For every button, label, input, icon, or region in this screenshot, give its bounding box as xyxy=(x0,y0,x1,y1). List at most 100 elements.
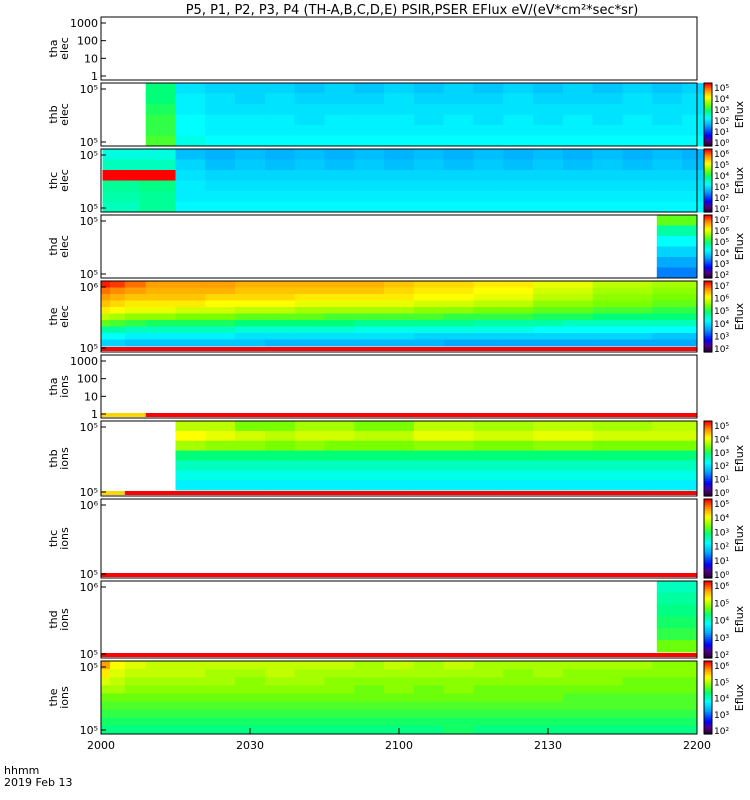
spectrogram-cell xyxy=(384,470,415,481)
spectrogram-cell xyxy=(175,725,206,735)
colorbar-label: Eflux xyxy=(733,232,746,260)
spectrogram-cell xyxy=(324,281,355,288)
spectrogram-cell xyxy=(175,480,206,491)
y-axis-label: thb xyxy=(47,105,60,123)
spectrogram-cell xyxy=(384,677,415,686)
colorbar-segment xyxy=(704,330,712,334)
colorbar-tick-label: 10³ xyxy=(714,106,729,116)
spectrogram-cell xyxy=(413,450,445,461)
spectrogram-cell xyxy=(622,313,653,321)
spectrogram-cell xyxy=(124,326,147,334)
spectrogram-cell xyxy=(562,470,594,481)
spectrogram-cell xyxy=(264,93,296,105)
spectrogram-cell xyxy=(264,661,296,670)
panels: 1000100101thaelec10⁵10⁵thbelec10⁵10⁴10³1… xyxy=(47,16,746,737)
spectrogram-cell xyxy=(354,191,385,202)
spectrogram-cell xyxy=(354,677,385,686)
spectrogram-cell xyxy=(205,93,236,105)
colorbar: 10⁵ 10⁴ 10³ 10² 10¹ 10⁰ Eflux xyxy=(703,498,746,581)
colorbar-tick-label: 10⁴ xyxy=(714,320,729,330)
spectrogram-cell xyxy=(533,470,564,481)
spectrogram-cell xyxy=(443,180,474,192)
spectrogram-cell xyxy=(473,470,504,481)
y-axis-label: thd xyxy=(47,610,60,628)
spectrogram-cell xyxy=(682,709,698,719)
spectrogram-cell xyxy=(324,191,355,202)
spectrogram-cell xyxy=(101,287,111,295)
spectrogram-cell xyxy=(235,339,266,347)
spectrogram-cell xyxy=(562,83,594,94)
spectrogram-cell xyxy=(473,693,504,702)
spectrogram-cell xyxy=(175,693,206,702)
colorbar-segment xyxy=(704,109,712,112)
colorbar-tick-label: 10⁷ xyxy=(714,282,729,292)
spectrogram-cell xyxy=(443,430,474,442)
spectrogram-cell xyxy=(264,313,296,321)
colorbar-segment xyxy=(704,668,712,671)
spectrogram-cell xyxy=(384,135,415,147)
spectrogram-cell xyxy=(443,191,474,202)
spectrogram-cell xyxy=(592,83,623,94)
spectrogram-cell xyxy=(473,326,504,334)
spectrogram-cell xyxy=(592,191,623,202)
colorbar-segment xyxy=(704,327,712,330)
spectrogram-cell xyxy=(294,430,325,442)
spectrogram-cell xyxy=(533,480,564,491)
spectrogram-cell xyxy=(622,159,653,171)
spectrogram-cell xyxy=(354,470,385,481)
spectrogram-cell xyxy=(592,326,623,334)
colorbar-tick-label: 10² xyxy=(714,462,729,472)
spectrogram-cell xyxy=(503,287,534,295)
x-tick-label: 2000 xyxy=(87,739,115,752)
colorbar-segment xyxy=(704,155,712,158)
spectrogram-cell xyxy=(124,300,147,308)
colorbar-segment xyxy=(704,650,712,653)
spectrogram-cell xyxy=(294,170,325,181)
colorbar-segment xyxy=(704,701,712,704)
colorbar-segment xyxy=(704,422,712,426)
spectrogram-cell xyxy=(652,480,683,491)
spectrogram-cell xyxy=(503,460,534,471)
spectrogram-cell xyxy=(592,135,623,147)
spectrogram-cell xyxy=(354,320,385,327)
spectrogram-cell xyxy=(235,135,266,147)
spectrogram-cell xyxy=(473,125,504,136)
spectrogram-cell xyxy=(592,430,623,442)
spectrogram-cell xyxy=(294,191,325,202)
spectrogram-cell xyxy=(324,135,355,147)
spectrogram-cell xyxy=(592,701,623,711)
colorbar-segment xyxy=(704,528,712,532)
spectrogram-cell xyxy=(384,421,415,432)
spectrogram-cell xyxy=(592,339,623,347)
colorbar-segment xyxy=(704,163,712,166)
colorbar-segment xyxy=(704,554,712,557)
spectrogram-cell xyxy=(682,320,698,327)
colorbar-segment xyxy=(704,249,712,252)
colorbar-segment xyxy=(704,532,712,536)
colorbar-tick-label: 10⁶ xyxy=(714,150,729,160)
y-tick-label: 10⁵ xyxy=(80,724,98,737)
spectrogram-cell xyxy=(205,294,236,301)
colorbar-segment xyxy=(704,314,712,318)
spectrogram-cell xyxy=(592,460,623,471)
spectrogram-cell xyxy=(145,93,176,105)
colorbar-segment xyxy=(704,221,712,224)
colorbar-segment xyxy=(704,252,712,255)
spectrogram-cell xyxy=(533,677,564,686)
colorbar-segment xyxy=(704,609,712,613)
colorbar-segment xyxy=(704,218,712,221)
colorbar-segment xyxy=(704,661,712,664)
spectrogram-cell xyxy=(384,717,415,727)
spectrogram-cell xyxy=(413,83,445,94)
colorbar-tick-label: 10⁵ xyxy=(714,500,729,510)
spectrogram-cell xyxy=(562,287,594,295)
spectrogram-cell xyxy=(413,709,445,719)
spectrogram-cell xyxy=(503,114,534,126)
spectrogram-cell xyxy=(503,135,534,147)
spectrogram-cell xyxy=(652,159,683,171)
spectrogram-cell xyxy=(205,480,236,491)
colorbar-segment xyxy=(704,611,712,615)
spectrogram-cell xyxy=(443,460,474,471)
spectrogram-cell xyxy=(175,320,206,327)
spectrogram-cell xyxy=(205,421,236,432)
